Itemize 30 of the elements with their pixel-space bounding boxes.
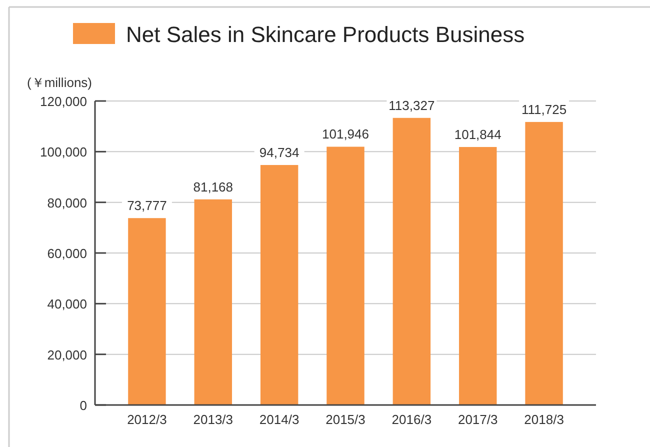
data-label: 101,844: [454, 126, 502, 142]
data-label: 101,946: [322, 126, 369, 142]
data-label: 94,734: [259, 145, 300, 160]
data-label: 73,777: [127, 198, 167, 214]
bar: [260, 165, 298, 405]
bar: [128, 218, 166, 405]
x-tick-label: 2017/3: [458, 412, 498, 427]
y-tick-label: 100,000: [40, 144, 87, 160]
y-tick-label: 0: [80, 398, 87, 413]
legend-label: Net Sales in Skincare Products Business: [126, 22, 525, 47]
y-axis-title: (￥millions): [27, 75, 92, 90]
y-tick-label: 40,000: [47, 296, 87, 312]
data-label: 111,725: [522, 102, 567, 117]
bar: [326, 146, 364, 405]
bar: [194, 199, 232, 405]
x-tick-label: 2018/3: [524, 412, 564, 427]
bar: [392, 118, 431, 405]
data-label: 113,327: [388, 98, 435, 113]
y-tick-label: 60,000: [47, 246, 87, 261]
data-label: 81,168: [193, 179, 234, 194]
x-tick-label: 2012/3: [127, 412, 167, 427]
y-tick-label: 80,000: [47, 195, 87, 210]
bar: [459, 146, 497, 405]
x-tick-label: 2013/3: [193, 412, 234, 427]
x-tick-label: 2015/3: [326, 412, 366, 427]
bar: [525, 122, 563, 405]
y-tick-label: 20,000: [47, 347, 87, 362]
y-tick-label: 120,000: [40, 94, 87, 109]
x-tick-label: 2016/3: [392, 412, 432, 427]
x-tick-label: 2014/3: [259, 412, 300, 427]
